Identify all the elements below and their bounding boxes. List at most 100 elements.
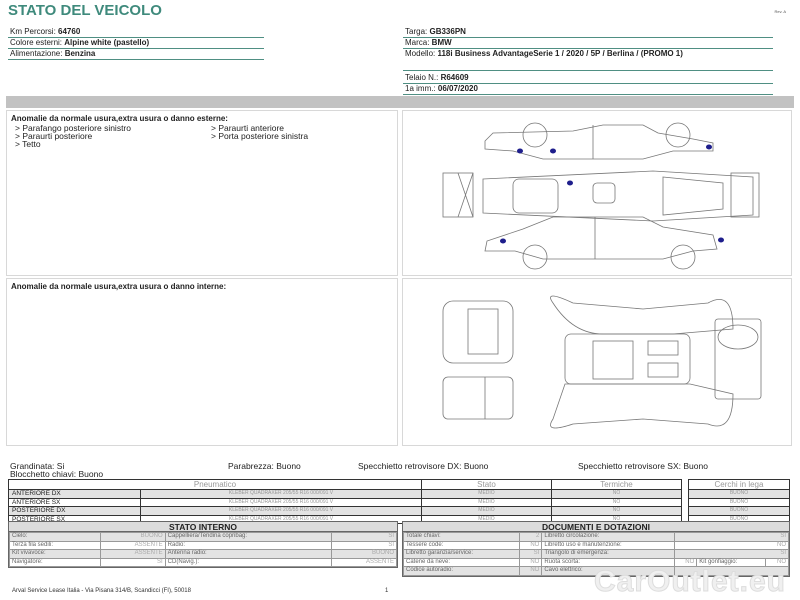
info-row: Modello: 118i Business AdvantageSerie 1 … bbox=[403, 49, 773, 71]
tire-state: MEDIO bbox=[421, 489, 552, 499]
info-label: Km Percorsi: bbox=[10, 27, 59, 36]
interior-title: Anomalie da normale usura,extra usura o … bbox=[11, 282, 227, 291]
rear-seat-view bbox=[442, 300, 514, 364]
tire-row: ANTERIORE DX KLEBER QUADRAXER 205/55 R16 … bbox=[8, 489, 682, 499]
car-top-view bbox=[442, 170, 760, 222]
col-termiche: Termiche bbox=[551, 479, 682, 490]
cabin-top bbox=[550, 295, 734, 335]
rim-row: BUONO bbox=[688, 489, 790, 499]
field-label: Radio: bbox=[164, 540, 332, 550]
page-number: 1 bbox=[385, 588, 389, 594]
car-exterior-diagram bbox=[442, 122, 760, 270]
rim-state: BUONO bbox=[688, 497, 790, 507]
info-label: Modello: bbox=[405, 49, 438, 58]
exterior-anomalies-panel: Anomalie da normale usura,extra usura o … bbox=[6, 110, 398, 276]
stato-interno-section: STATO INTERNO Cielo: BUONO Cappelliera/Ten… bbox=[8, 521, 398, 568]
rim-row: BUONO bbox=[688, 506, 790, 516]
tire-position: POSTERIORE DX bbox=[8, 506, 141, 516]
interior-anomalies-panel: Anomalie da normale usura,extra usura o … bbox=[6, 278, 398, 446]
col-pneumatico: Pneumatico bbox=[8, 479, 422, 490]
section-row: Libretto garanzia/service: SI Triangolo di… bbox=[403, 549, 790, 559]
col-stato: Stato bbox=[421, 479, 552, 490]
field-label: Navigatore: bbox=[9, 557, 101, 567]
info-row: Telaio N.: R64609 bbox=[403, 73, 773, 84]
section-row: Cielo: BUONO Cappelliera/Tendina copribag:… bbox=[9, 532, 398, 542]
field-value: ASSENTE bbox=[99, 540, 166, 550]
seats-layout bbox=[564, 333, 691, 385]
damage-marker bbox=[550, 148, 556, 154]
field-value bbox=[673, 566, 790, 576]
info-value: Alpine white (pastello) bbox=[64, 38, 150, 47]
info-row: Targa: GB336PN bbox=[403, 27, 773, 38]
field-value: SI bbox=[99, 557, 166, 567]
trunk-view bbox=[442, 376, 514, 420]
damage-marker bbox=[706, 144, 712, 150]
field-label: Tessere code: bbox=[403, 540, 520, 550]
tire-position: ANTERIORE SX bbox=[8, 497, 141, 507]
info-value: GB336PN bbox=[429, 27, 466, 36]
info-label: Targa: bbox=[405, 27, 430, 36]
tire-row: POSTERIORE DX KLEBER QUADRAXER 205/55 R16… bbox=[8, 506, 682, 516]
field-value: NO bbox=[673, 540, 790, 550]
page-title: STATO DEL VEICOLO bbox=[8, 2, 162, 19]
rim-row: BUONO bbox=[688, 497, 790, 507]
info-label: Colore esterni: bbox=[10, 38, 65, 47]
exterior-items: > Parafango posteriore sinistro > Paraurt… bbox=[15, 123, 401, 149]
tire-model: KLEBER QUADRAXER 205/55 R16 000/091 V bbox=[140, 497, 422, 507]
info-label: Marca: bbox=[405, 38, 432, 47]
mirror-dx-status: Specchietto retrovisore DX: Buono bbox=[358, 461, 489, 471]
field-label: Libretto garanzia/service: bbox=[403, 549, 520, 559]
field-value: NO bbox=[518, 540, 543, 550]
field-label: Triangolo di emergenza: bbox=[541, 549, 675, 559]
section-row: Codice autoradio: NO Cavo elettrico: bbox=[403, 566, 790, 576]
field-label: Cappelliera/Tendina copribag: bbox=[164, 532, 332, 542]
damage-item: > Paraurti posteriore bbox=[15, 131, 93, 141]
tire-state: MEDIO bbox=[421, 506, 552, 516]
tire-position: ANTERIORE DX bbox=[8, 489, 141, 499]
section-row: Kit vivavoce: ASSENTE Antenna radio: BUONO bbox=[9, 549, 398, 559]
rims-table: Cerchi in lega BUONO BUONO BUONO BUONO bbox=[688, 479, 790, 524]
info-value: Benzina bbox=[64, 49, 96, 58]
field-label: Cavo elettrico: bbox=[541, 566, 675, 576]
damage-item: > Parafango posteriore sinistro bbox=[15, 123, 131, 133]
field-value: BUONO bbox=[99, 532, 166, 542]
info-label: 1a imm.: bbox=[405, 84, 438, 93]
rim-state: BUONO bbox=[688, 489, 790, 499]
tire-model: KLEBER QUADRAXER 205/55 R16 000/091 V bbox=[140, 489, 422, 499]
field-label: Totale chiavi: bbox=[403, 532, 520, 542]
field-value: SI bbox=[673, 549, 790, 559]
exterior-title: Anomalie da normale usura,extra usura o … bbox=[11, 114, 228, 123]
field-label: CD(Navig.): bbox=[164, 557, 332, 567]
field-label: Catene da neve: bbox=[403, 557, 520, 567]
tire-state: MEDIO bbox=[421, 497, 552, 507]
interior-diagram-panel bbox=[402, 278, 792, 446]
field-value: SI bbox=[673, 532, 790, 542]
damage-item: > Paraurti anteriore bbox=[211, 123, 284, 133]
section-row: Totale chiavi: 2 Libretto circolazione: SI bbox=[403, 532, 790, 542]
info-label: Alimentazione: bbox=[10, 49, 65, 58]
field-label: Antenna radio: bbox=[164, 549, 332, 559]
field-value: SI bbox=[518, 549, 543, 559]
footer-address: Arval Service Lease Italia - Via Pisana … bbox=[12, 588, 191, 594]
tire-winter: NO bbox=[551, 506, 682, 516]
car-side-left bbox=[484, 122, 714, 160]
info-value: R64609 bbox=[440, 73, 469, 82]
damage-item: > Porta posteriore sinistra bbox=[211, 131, 309, 141]
tire-winter: NO bbox=[551, 489, 682, 499]
info-row: Marca: BMW bbox=[403, 38, 773, 49]
tire-model: KLEBER QUADRAXER 205/55 R16 000/091 V bbox=[140, 506, 422, 516]
tire-winter: NO bbox=[551, 497, 682, 507]
windshield-status: Parabrezza: Buono bbox=[228, 461, 301, 471]
dashboard-view bbox=[714, 318, 762, 400]
section-row: Tessere code: NO Libretto uso e manutenzio… bbox=[403, 540, 790, 550]
exterior-diagram-panel bbox=[402, 110, 792, 276]
tires-table: Pneumatico Stato Termiche ANTERIORE DX KLEB… bbox=[8, 479, 682, 524]
section-row: Navigatore: SI CD(Navig.): ASSENTE bbox=[9, 557, 398, 567]
field-label: Kit vivavoce: bbox=[9, 549, 101, 559]
info-row: Km Percorsi: 64760 bbox=[8, 27, 264, 38]
field-value: ASSENTE bbox=[330, 557, 398, 567]
field-label: Terza fila sedili: bbox=[9, 540, 101, 550]
field-label: Codice autoradio: bbox=[403, 566, 520, 576]
hail-status: Grandinata: Si bbox=[10, 461, 65, 471]
section-row: Terza fila sedili: ASSENTE Radio: SI bbox=[9, 540, 398, 550]
